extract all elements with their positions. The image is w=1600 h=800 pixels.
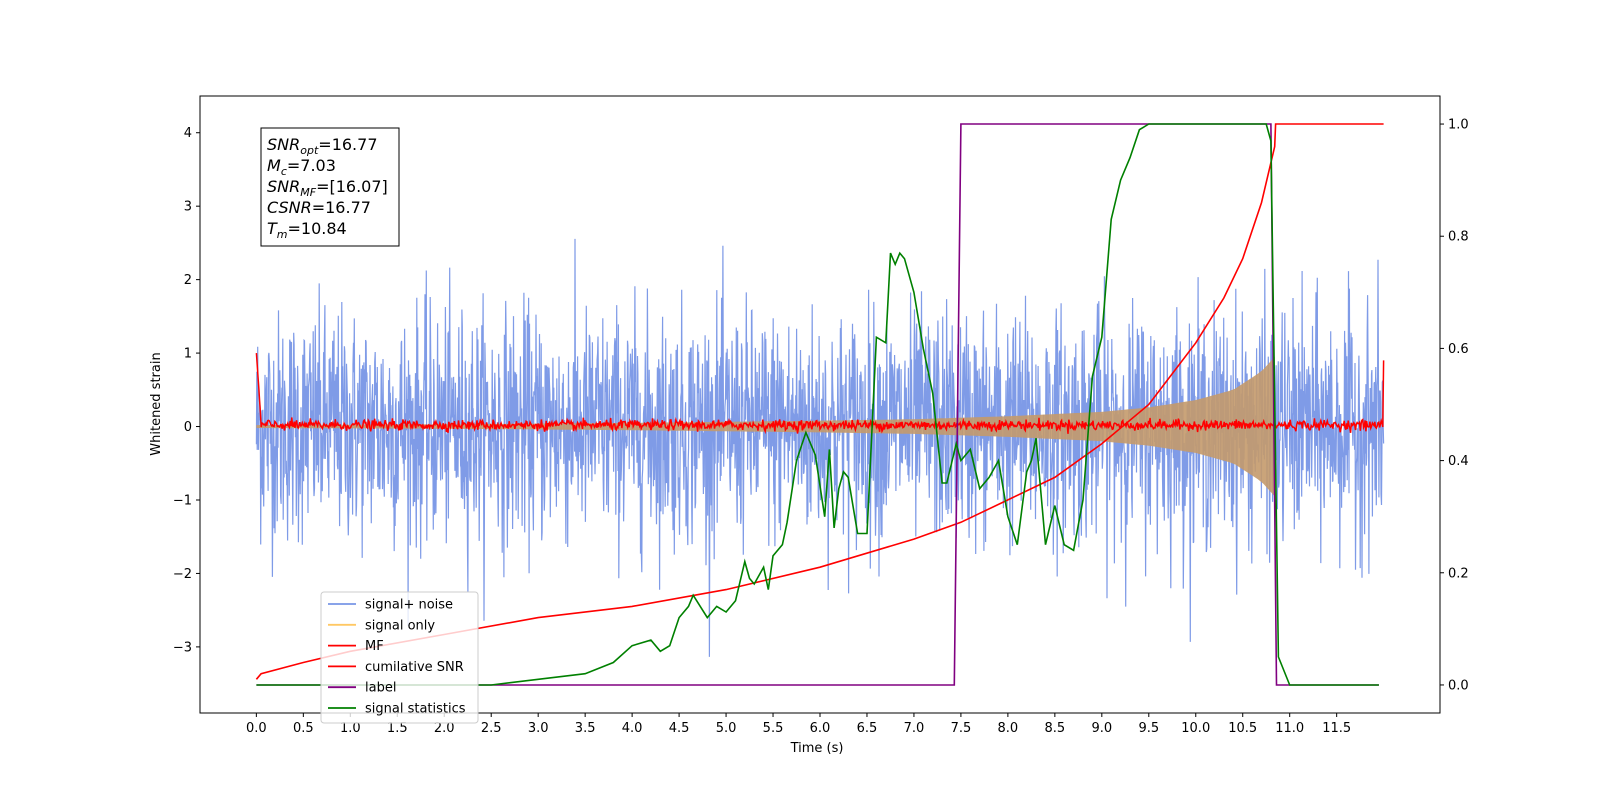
y-tick-label: −2 — [173, 567, 192, 582]
annotation-line: Tm=10.84 — [267, 219, 347, 241]
x-tick-label: 6.0 — [810, 721, 831, 736]
annotation-line: Mc=7.03 — [267, 156, 336, 178]
x-tick-label: 7.5 — [951, 721, 972, 736]
x-tick-label: 10.0 — [1181, 721, 1210, 736]
x-axis-label: Time (s) — [790, 741, 844, 756]
y-tick-label: 3 — [184, 200, 192, 215]
x-tick-label: 1.0 — [340, 721, 361, 736]
x-tick-label: 0.5 — [293, 721, 314, 736]
y-tick-label: 4 — [184, 126, 192, 141]
x-tick-label: 3.5 — [575, 721, 596, 736]
legend-label: signal only — [365, 618, 435, 633]
annotation-box-frame — [260, 127, 400, 247]
series-signal-statistics — [256, 123, 1379, 686]
legend-label: MF — [365, 639, 384, 654]
x-tick-label: 4.0 — [622, 721, 643, 736]
y-axis-left: −3 −2 −1 0 1 2 3 4 — [173, 126, 200, 655]
x-axis: 0.0 0.5 1.0 1.5 2.0 2.5 3.0 3.5 4.0 4.5 5.0 5.5 6.0 6… — [246, 713, 1351, 736]
y-tick-label: 1 — [184, 347, 192, 362]
x-tick-label: 2.5 — [481, 721, 502, 736]
x-tick-label: 7.0 — [904, 721, 925, 736]
legend: signal+ noise signal only MF cumilative SNR… — [320, 591, 479, 724]
x-tick-label: 9.0 — [1091, 721, 1112, 736]
y-tick-label: −1 — [173, 493, 192, 508]
y-right-tick-label: 1.0 — [1448, 118, 1469, 133]
y-right-tick-label: 0.8 — [1448, 230, 1469, 245]
y-right-tick-label: 0.0 — [1448, 678, 1469, 693]
x-tick-label: 10.5 — [1228, 721, 1257, 736]
x-tick-label: 11.5 — [1322, 721, 1351, 736]
x-tick-label: 6.5 — [857, 721, 878, 736]
x-tick-label: 4.5 — [669, 721, 690, 736]
x-tick-label: 3.0 — [528, 721, 549, 736]
y-tick-label: −3 — [173, 640, 192, 655]
x-tick-label: 1.5 — [387, 721, 408, 736]
annotation-box: SNRopt=16.77Mc=7.03SNRMF=[16.07]CSNR=16.… — [260, 127, 400, 247]
annotation-line: SNRMF=[16.07] — [267, 177, 388, 199]
y-axis-right: 0.0 0.2 0.4 0.6 0.8 1.0 — [1440, 118, 1469, 693]
x-tick-label: 5.0 — [716, 721, 737, 736]
y-right-tick-label: 0.4 — [1448, 454, 1469, 469]
y-axis-label: Whitened strain — [149, 352, 164, 455]
x-tick-label: 8.5 — [1045, 721, 1066, 736]
y-right-tick-label: 0.6 — [1448, 342, 1469, 357]
x-tick-label: 8.0 — [998, 721, 1019, 736]
legend-label: cumilative SNR — [365, 660, 464, 675]
series-mf — [255, 353, 1385, 435]
y-right-tick-label: 0.2 — [1448, 566, 1469, 581]
annotation-line: SNRopt=16.77 — [267, 135, 378, 157]
x-tick-label: 5.5 — [763, 721, 784, 736]
x-tick-label: 2.0 — [434, 721, 455, 736]
legend-label: signal+ noise — [365, 598, 453, 613]
legend-frame — [320, 591, 479, 724]
legend-label: label — [365, 681, 396, 696]
y-tick-label: 0 — [184, 420, 192, 435]
x-tick-label: 9.5 — [1138, 721, 1159, 736]
annotation-line: CSNR=16.77 — [267, 198, 371, 217]
legend-label: signal statistics — [365, 702, 466, 717]
x-tick-label: 0.0 — [246, 721, 267, 736]
x-tick-label: 11.0 — [1275, 721, 1304, 736]
y-tick-label: 2 — [184, 273, 192, 288]
